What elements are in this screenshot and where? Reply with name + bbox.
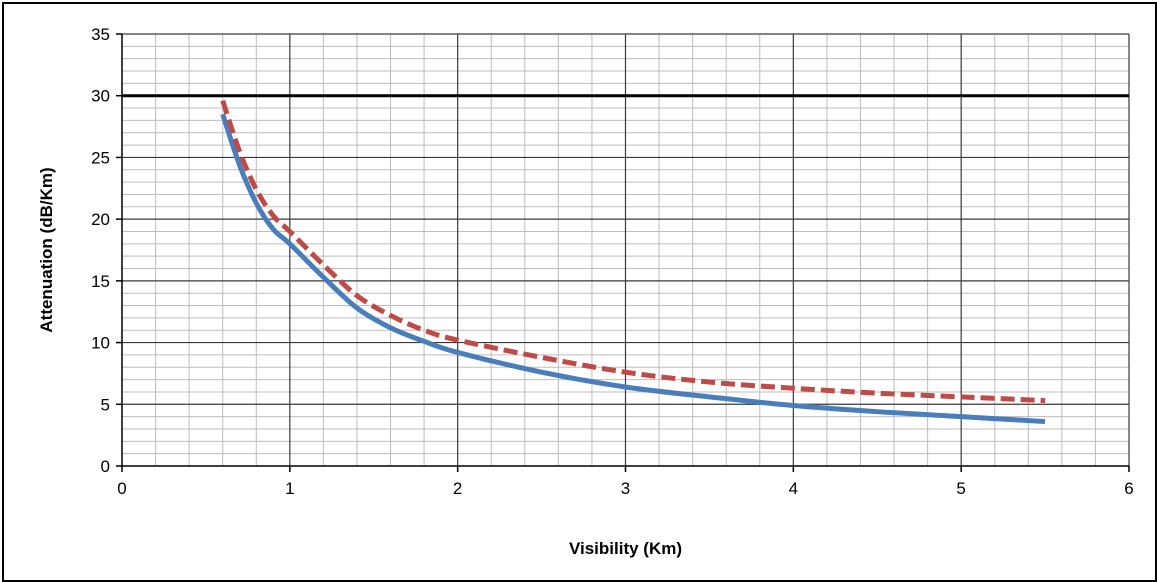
y-tick-label: 10	[91, 334, 110, 353]
y-tick-label: 25	[91, 148, 110, 167]
series-line-2	[220, 99, 1046, 404]
x-tick-label: 5	[956, 479, 965, 498]
major-gridlines	[122, 33, 1130, 466]
x-tick-label: 3	[621, 479, 630, 498]
series-line-1	[220, 113, 1046, 425]
y-tick-labels: 0 5 10 15 20 25 30 35	[91, 25, 110, 476]
x-tick-label: 2	[453, 479, 462, 498]
x-tick-label: 6	[1124, 479, 1133, 498]
series-lines	[220, 99, 1046, 425]
y-tick-label: 15	[91, 272, 110, 291]
y-axis-title: Attenuation (dB/Km)	[37, 167, 56, 332]
y-tick-label: 35	[91, 25, 110, 44]
attenuation-chart: 0 1 2 3 4 5 6 0 5 10 15 20 25 30 35 Visibility (Km) A…	[37, 25, 1134, 558]
x-tick-label: 1	[285, 479, 294, 498]
y-tick-label: 0	[101, 457, 110, 476]
x-axis-title: Visibility (Km)	[569, 539, 682, 558]
y-tick-label: 5	[101, 395, 110, 414]
x-tick-labels: 0 1 2 3 4 5 6	[117, 479, 1133, 498]
axes	[116, 33, 1130, 472]
x-tick-label: 0	[117, 479, 126, 498]
y-tick-label: 30	[91, 87, 110, 106]
y-tick-label: 20	[91, 210, 110, 229]
x-tick-label: 4	[789, 479, 798, 498]
